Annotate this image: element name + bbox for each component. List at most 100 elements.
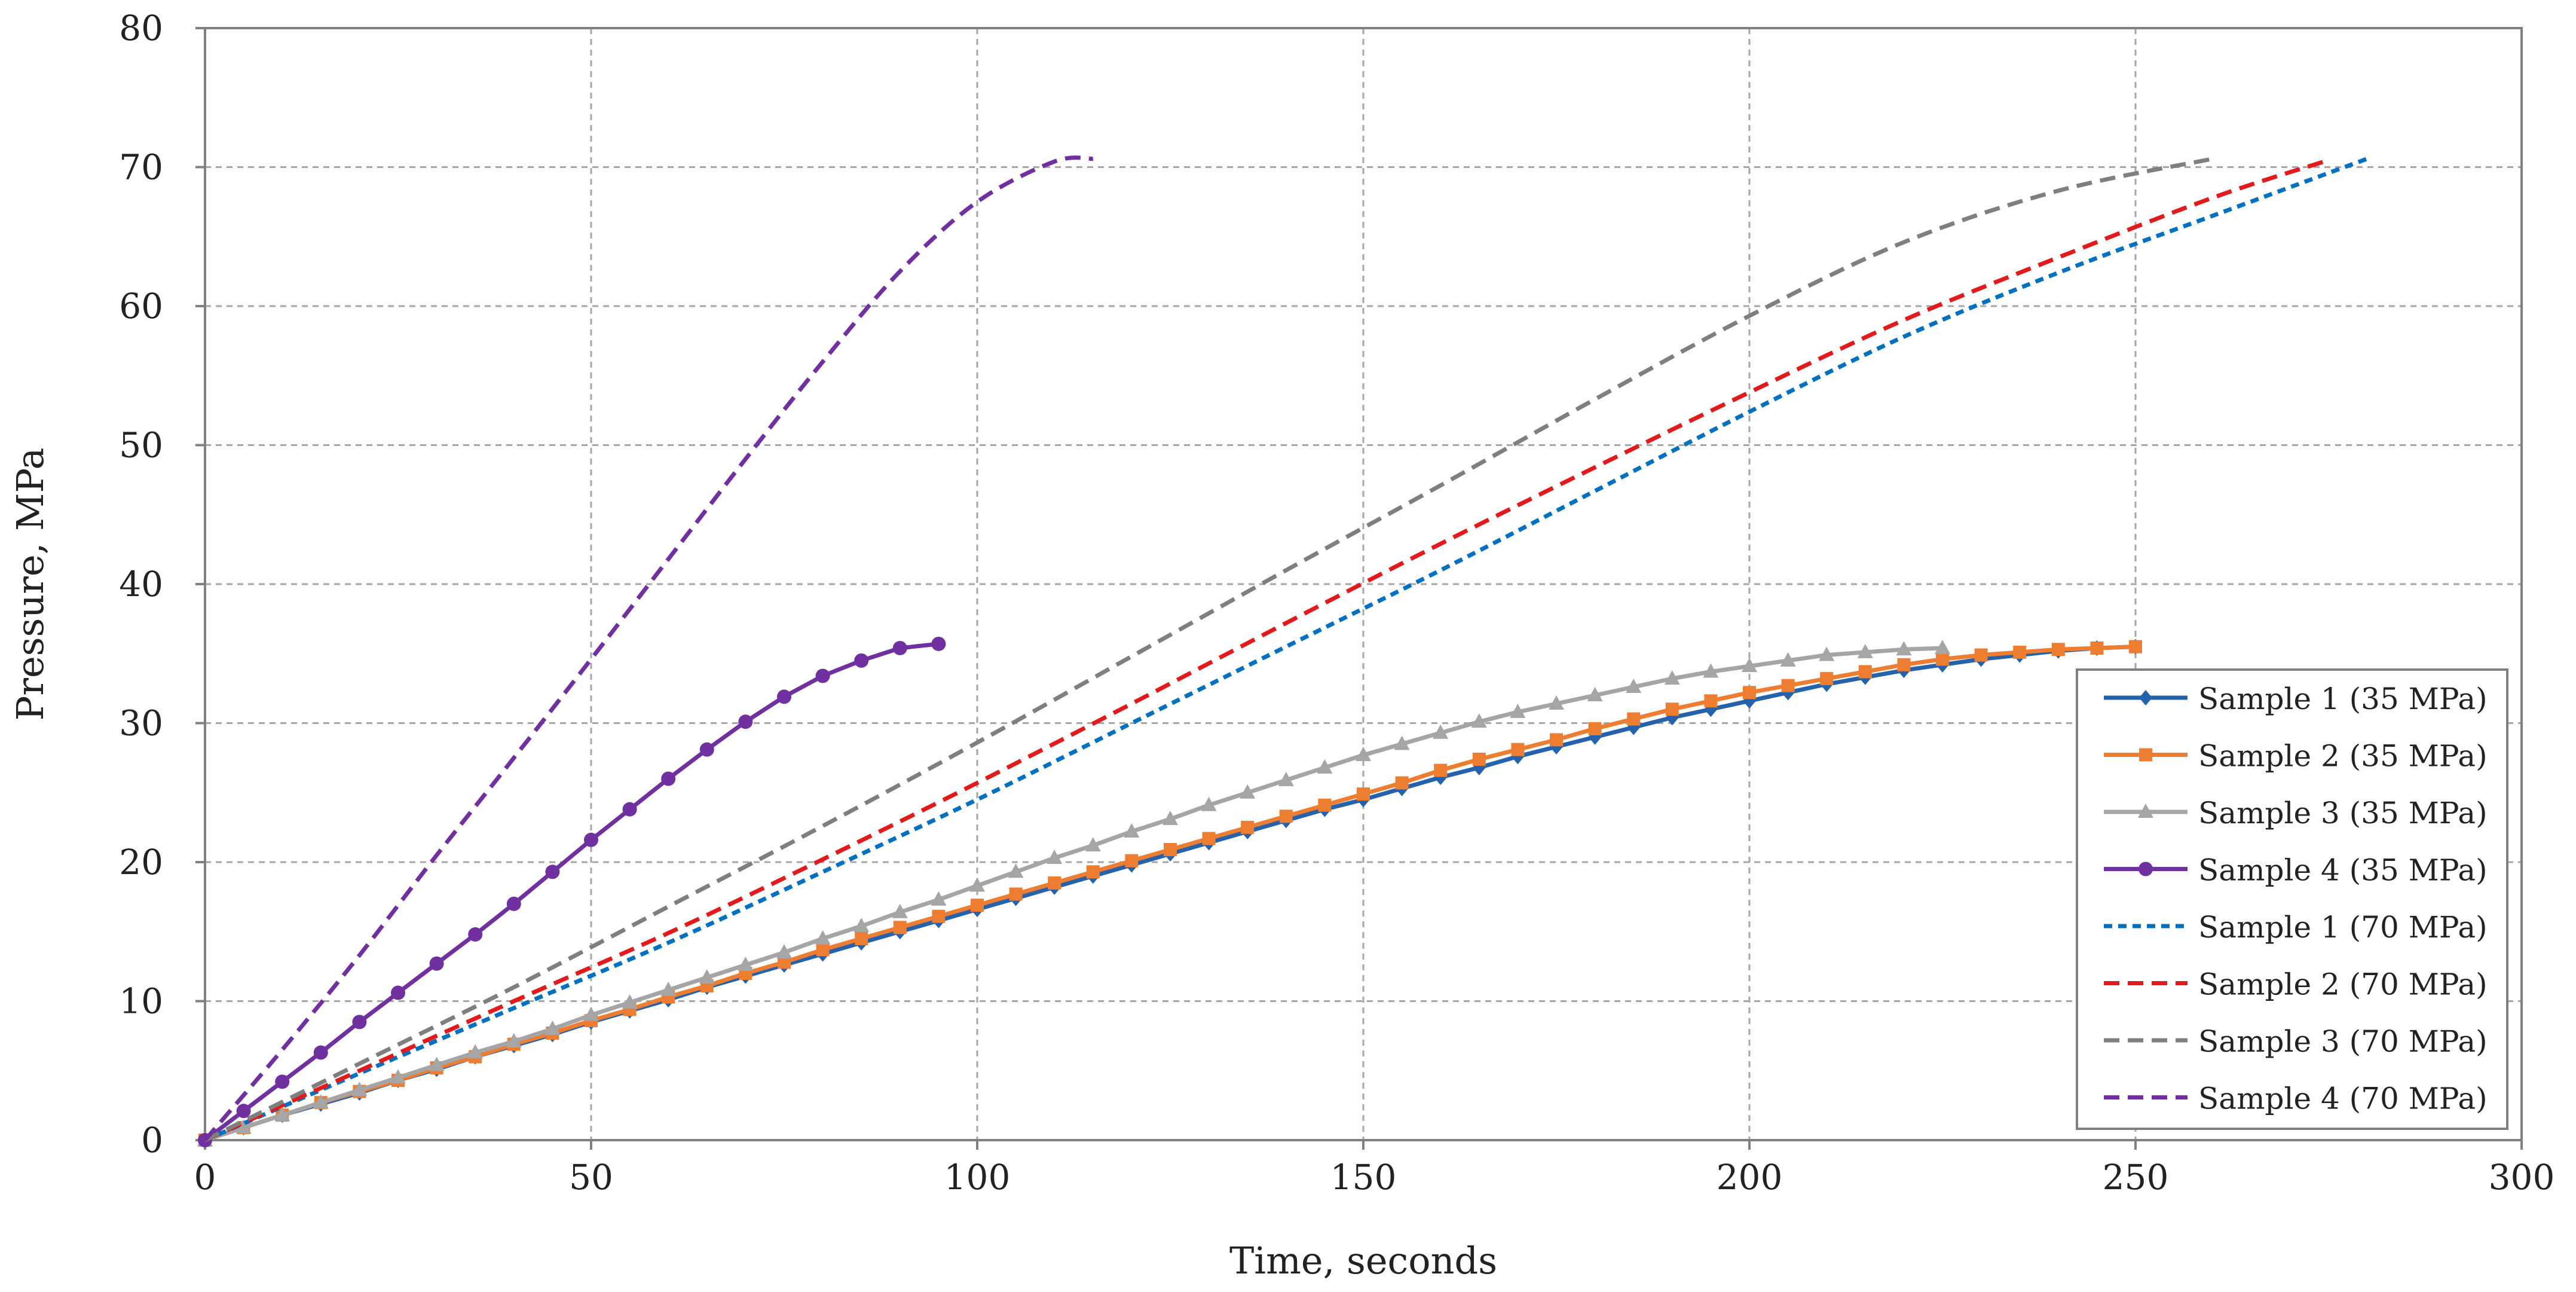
y-tick-label: 10 bbox=[119, 981, 163, 1022]
legend: Sample 1 (35 MPa) Sample 2 (35 MPa) Sample… bbox=[2076, 668, 2508, 1130]
data-point bbox=[1278, 771, 1294, 786]
data-point bbox=[971, 899, 984, 912]
data-point bbox=[932, 909, 946, 923]
data-point bbox=[969, 877, 985, 892]
series-line bbox=[203, 155, 1094, 1142]
data-point bbox=[352, 1015, 367, 1030]
data-point bbox=[235, 1119, 252, 1134]
x-tick-label: 150 bbox=[1330, 1157, 1397, 1198]
data-point bbox=[1125, 854, 1139, 868]
data-point bbox=[1857, 643, 1873, 658]
data-point bbox=[622, 994, 638, 1009]
data-point bbox=[738, 714, 753, 729]
legend-label: Sample 3 (35 MPa) bbox=[2198, 796, 2488, 830]
series-line bbox=[204, 158, 2330, 1143]
series-4 bbox=[198, 636, 946, 1147]
data-point bbox=[351, 1082, 368, 1096]
data-point bbox=[429, 1056, 445, 1071]
series-line bbox=[204, 157, 2368, 1143]
series-line bbox=[204, 157, 2213, 1143]
data-point bbox=[1318, 798, 1332, 812]
x-axis-title: Time, seconds bbox=[1229, 1239, 1497, 1282]
legend-label: Sample 2 (35 MPa) bbox=[2198, 739, 2488, 774]
legend-label: Sample 4 (35 MPa) bbox=[2198, 853, 2488, 888]
data-point bbox=[1164, 843, 1177, 857]
data-point bbox=[1897, 658, 1911, 671]
data-point bbox=[506, 896, 521, 911]
data-point bbox=[545, 865, 560, 879]
data-point bbox=[1780, 652, 1796, 667]
y-tick-label: 50 bbox=[119, 425, 163, 466]
data-point bbox=[1317, 759, 1333, 774]
data-point bbox=[584, 832, 598, 847]
data-point bbox=[1665, 702, 1679, 716]
series-8 bbox=[203, 155, 1094, 1142]
legend-item: Sample 3 (35 MPa) bbox=[2104, 796, 2488, 830]
data-point bbox=[429, 956, 444, 971]
data-point bbox=[1550, 733, 1563, 747]
data-point bbox=[776, 944, 792, 959]
data-point bbox=[1009, 887, 1023, 901]
data-point bbox=[1241, 820, 1255, 834]
data-point bbox=[893, 921, 907, 934]
data-point bbox=[2051, 643, 2065, 656]
data-point bbox=[1395, 776, 1409, 790]
data-point bbox=[1433, 724, 1449, 739]
y-tick-label: 0 bbox=[141, 1120, 163, 1160]
x-tick-label: 250 bbox=[2103, 1157, 2169, 1198]
data-point bbox=[1664, 670, 1680, 685]
data-point bbox=[1588, 722, 1602, 735]
x-tick-label: 0 bbox=[194, 1157, 216, 1198]
x-tick-label: 300 bbox=[2489, 1157, 2555, 1198]
data-point bbox=[1279, 810, 1293, 823]
legend-marker bbox=[2138, 862, 2153, 876]
data-point bbox=[1626, 679, 1642, 694]
data-point bbox=[583, 1006, 599, 1021]
series-line bbox=[204, 646, 1943, 1143]
x-tick-label: 100 bbox=[944, 1157, 1011, 1198]
data-point bbox=[815, 930, 831, 945]
y-tick-label: 40 bbox=[119, 564, 163, 604]
legend-item: Sample 4 (35 MPa) bbox=[2104, 853, 2488, 888]
legend-label: Sample 4 (70 MPa) bbox=[2198, 1082, 2488, 1116]
data-point bbox=[1434, 763, 1448, 777]
data-series bbox=[197, 155, 2368, 1148]
data-point bbox=[892, 903, 908, 918]
data-point bbox=[1510, 703, 1526, 718]
data-point bbox=[1936, 652, 1949, 666]
data-point bbox=[1511, 743, 1525, 756]
data-point bbox=[1047, 850, 1063, 865]
data-point bbox=[1858, 665, 1872, 679]
data-point bbox=[1703, 663, 1719, 678]
data-point bbox=[1742, 658, 1757, 673]
data-point bbox=[506, 1033, 522, 1047]
data-point bbox=[1743, 686, 1756, 700]
data-point bbox=[816, 943, 830, 957]
y-tick-label: 80 bbox=[119, 8, 163, 48]
data-point bbox=[855, 931, 868, 945]
legend-label: Sample 1 (35 MPa) bbox=[2198, 682, 2488, 716]
data-point bbox=[467, 1044, 484, 1059]
data-point bbox=[661, 771, 676, 786]
data-point bbox=[313, 1094, 329, 1109]
data-point bbox=[660, 981, 677, 996]
series-6 bbox=[204, 158, 2330, 1143]
data-point bbox=[2090, 641, 2104, 655]
data-point bbox=[1935, 639, 1950, 654]
data-point bbox=[1587, 687, 1603, 701]
data-point bbox=[1896, 641, 1912, 656]
data-point bbox=[1240, 784, 1256, 799]
data-point bbox=[778, 955, 791, 969]
data-point bbox=[1549, 695, 1564, 710]
legend-items: Sample 1 (35 MPa) Sample 2 (35 MPa) Sample… bbox=[2104, 682, 2488, 1116]
data-point bbox=[274, 1107, 290, 1122]
data-point bbox=[1356, 746, 1371, 761]
data-point bbox=[1974, 648, 1988, 662]
legend-item: Sample 4 (70 MPa) bbox=[2104, 1082, 2488, 1116]
legend-box bbox=[2076, 668, 2508, 1130]
data-point bbox=[931, 636, 946, 651]
data-point bbox=[1472, 752, 1486, 766]
data-point bbox=[622, 802, 637, 817]
data-point bbox=[1201, 796, 1217, 811]
legend-item: Sample 2 (35 MPa) bbox=[2104, 739, 2488, 774]
